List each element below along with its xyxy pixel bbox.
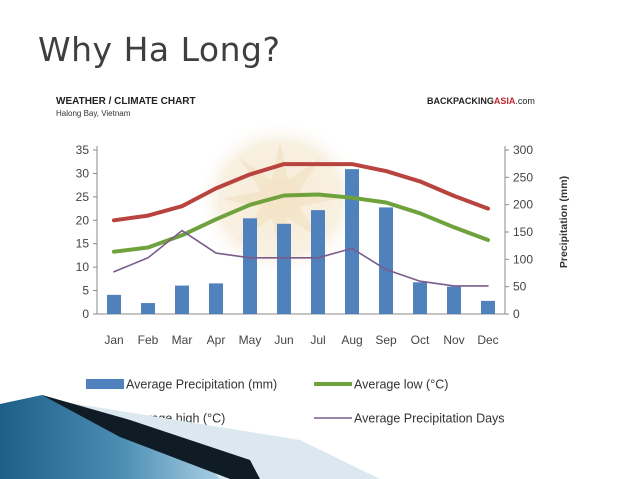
- y-right-tick-label: 250: [513, 170, 533, 184]
- brand-accent: ASIA: [494, 96, 516, 106]
- precipitation-bar: [209, 283, 223, 314]
- chart-subtitle: Halong Bay, Vietnam: [56, 109, 131, 118]
- x-tick-label: Oct: [411, 333, 430, 347]
- y-left-tick-label: 15: [76, 237, 90, 251]
- legend-label: Average low (°C): [354, 378, 448, 392]
- legend-swatch-bar: [86, 379, 124, 389]
- slide-title: Why Ha Long?: [38, 30, 281, 69]
- precipitation-bar: [379, 207, 393, 314]
- x-tick-label: Apr: [207, 333, 226, 347]
- precipitation-bar: [243, 218, 257, 314]
- y-left-tick-label: 0: [82, 307, 89, 321]
- x-tick-label: Aug: [341, 333, 362, 347]
- avg-low-line: [112, 192, 490, 254]
- precipitation-bar: [175, 285, 189, 314]
- x-tick-label: May: [239, 333, 262, 347]
- x-tick-label: Mar: [172, 333, 193, 347]
- legend-label: Average Precipitation Days: [354, 412, 505, 426]
- y-left-tick-label: 25: [76, 190, 90, 204]
- chart-ticks: 0 5 10 15 20 25 30 35 0 50 100 150 200 250 300 Jan Feb Ma…: [76, 143, 534, 347]
- y-left-tick-label: 10: [76, 260, 90, 274]
- brand-logo: BACKPACKINGASIA.com: [427, 96, 535, 106]
- x-tick-label: Sep: [375, 333, 397, 347]
- y-left-tick-label: 5: [82, 284, 89, 298]
- avg-high-line: [112, 162, 490, 223]
- x-tick-label: Nov: [443, 333, 464, 347]
- decorative-wedge-blue: [0, 395, 220, 479]
- y-right-tick-label: 300: [513, 143, 533, 157]
- precipitation-bar: [311, 210, 325, 314]
- y-left-tick-label: 30: [76, 166, 90, 180]
- legend-label: Average Precipitation (mm): [126, 378, 277, 392]
- precipitation-bar: [481, 300, 495, 314]
- x-tick-label: Jul: [310, 333, 325, 347]
- y-right-tick-label: 200: [513, 198, 533, 212]
- decorative-wedge-dark: [42, 395, 260, 479]
- chart-bars: [107, 169, 495, 314]
- x-tick-label: Jun: [274, 333, 293, 347]
- precipitation-bar: [413, 282, 427, 314]
- chart-title: WEATHER / CLIMATE CHART: [56, 96, 196, 107]
- y-right-tick-label: 50: [513, 280, 527, 294]
- chart-legend: Average Precipitation (mm) Average low (°…: [86, 378, 505, 426]
- x-tick-label: Feb: [138, 333, 159, 347]
- x-tick-label: Jan: [104, 333, 123, 347]
- y-left-tick-label: 20: [76, 213, 90, 227]
- chart-lines: [112, 162, 490, 287]
- y-right-tick-label: 150: [513, 225, 533, 239]
- chart-axes: [96, 146, 506, 315]
- climate-chart: WEATHER / CLIMATE CHART Halong Bay, Viet…: [42, 82, 602, 442]
- precip-days-line: [113, 229, 489, 287]
- y-right-tick-label: 0: [513, 307, 520, 321]
- brand-suffix: .com: [515, 96, 535, 106]
- precipitation-bar: [345, 169, 359, 314]
- precipitation-bar: [277, 223, 291, 314]
- chart-canvas: WEATHER / CLIMATE CHART Halong Bay, Viet…: [56, 96, 570, 426]
- precipitation-bar: [141, 303, 155, 314]
- brand-main: BACKPACKING: [427, 96, 494, 106]
- precipitation-bar: [107, 294, 121, 314]
- y-axis-right-label: Precipitation (mm): [558, 176, 570, 268]
- x-tick-label: Dec: [477, 333, 498, 347]
- y-left-tick-label: 35: [76, 143, 90, 157]
- y-right-tick-label: 100: [513, 252, 533, 266]
- precipitation-bar: [447, 286, 461, 314]
